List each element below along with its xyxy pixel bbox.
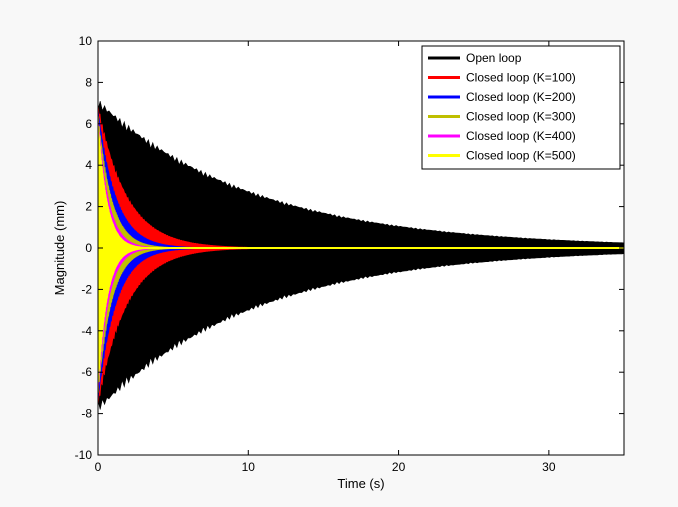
y-tick-label: -6 <box>81 365 92 379</box>
x-axis-label: Time (s) <box>337 476 384 491</box>
x-tick-label: 30 <box>542 460 556 474</box>
y-tick-label: -2 <box>81 282 92 296</box>
x-tick-label: 10 <box>242 460 256 474</box>
y-tick-label: 8 <box>85 75 92 89</box>
legend-label: Open loop <box>466 51 522 65</box>
y-tick-label: -8 <box>81 407 92 421</box>
legend: Open loop Closed loop (K=100) Closed loop … <box>421 45 621 170</box>
y-tick-label: -4 <box>81 324 92 338</box>
y-tick-label: 0 <box>85 241 92 255</box>
legend-label: Closed loop (K=100) <box>466 71 576 85</box>
legend-label: Closed loop (K=400) <box>466 129 576 143</box>
legend-label: Closed loop (K=300) <box>466 110 576 124</box>
x-tick-label: 20 <box>392 460 406 474</box>
legend-label: Closed loop (K=200) <box>466 90 576 104</box>
y-axis-label: Magnitude (mm) <box>52 201 67 296</box>
axes-layer: 0 10 20 30 -10 -8 -6 -4 -2 0 2 4 6 8 10 <box>75 34 625 474</box>
y-tick-label: 6 <box>85 117 92 131</box>
y-tick-label: 2 <box>85 200 92 214</box>
legend-box <box>421 45 621 170</box>
x-tick-label: 0 <box>95 460 102 474</box>
y-tick-label: 4 <box>85 158 92 172</box>
series-layer <box>97 101 625 410</box>
y-tick-label: -10 <box>75 448 93 462</box>
legend-label: Closed loop (K=500) <box>466 149 576 163</box>
y-tick-label: 10 <box>79 34 93 48</box>
